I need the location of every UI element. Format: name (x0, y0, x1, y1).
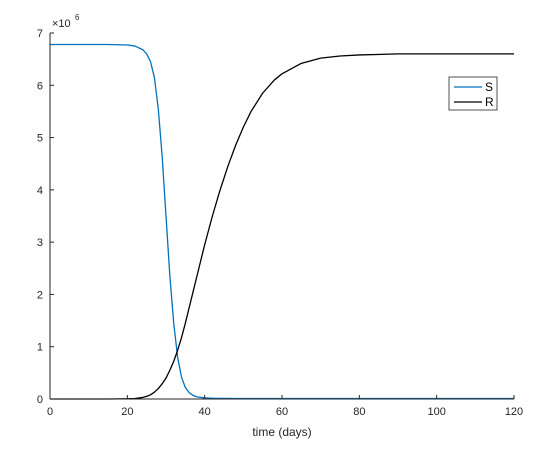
series-line-r (50, 53, 514, 400)
x-ticks: 0 20 40 60 80 100 120 (47, 395, 523, 418)
x-tick-label: 60 (276, 406, 288, 418)
x-tick-label: 20 (121, 406, 133, 418)
series-layer (50, 43, 514, 400)
y-tick-label: 2 (37, 289, 43, 301)
y-tick-label: 6 (37, 80, 43, 92)
x-tick-label: 0 (47, 406, 53, 418)
x-tick-label: 40 (199, 406, 211, 418)
y-tick-label: 3 (37, 237, 43, 249)
y-tick-label: 0 (37, 394, 43, 406)
legend-box (448, 76, 498, 111)
x-axis-label: time (days) (252, 425, 311, 439)
y-tick-label: 7 (37, 28, 43, 40)
plot-background (50, 33, 514, 399)
y-scale-exponent: 6 (75, 13, 80, 22)
x-tick-label: 80 (353, 406, 365, 418)
legend: S R (448, 76, 498, 111)
series-line-s (50, 43, 514, 400)
y-tick-label: 4 (37, 185, 43, 197)
legend-label-s: S (485, 80, 493, 94)
plot-area: 0 20 40 60 80 100 120 0 1 2 3 4 5 6 7 (37, 28, 523, 418)
y-tick-label: 1 (37, 342, 43, 354)
legend-label-r: R (485, 95, 494, 109)
y-scale-base: ×10 (52, 18, 71, 30)
y-tick-label: 5 (37, 133, 43, 145)
x-tick-label: 100 (427, 406, 445, 418)
x-tick-label: 120 (505, 406, 523, 418)
y-ticks: 0 1 2 3 4 5 6 7 (37, 28, 54, 406)
